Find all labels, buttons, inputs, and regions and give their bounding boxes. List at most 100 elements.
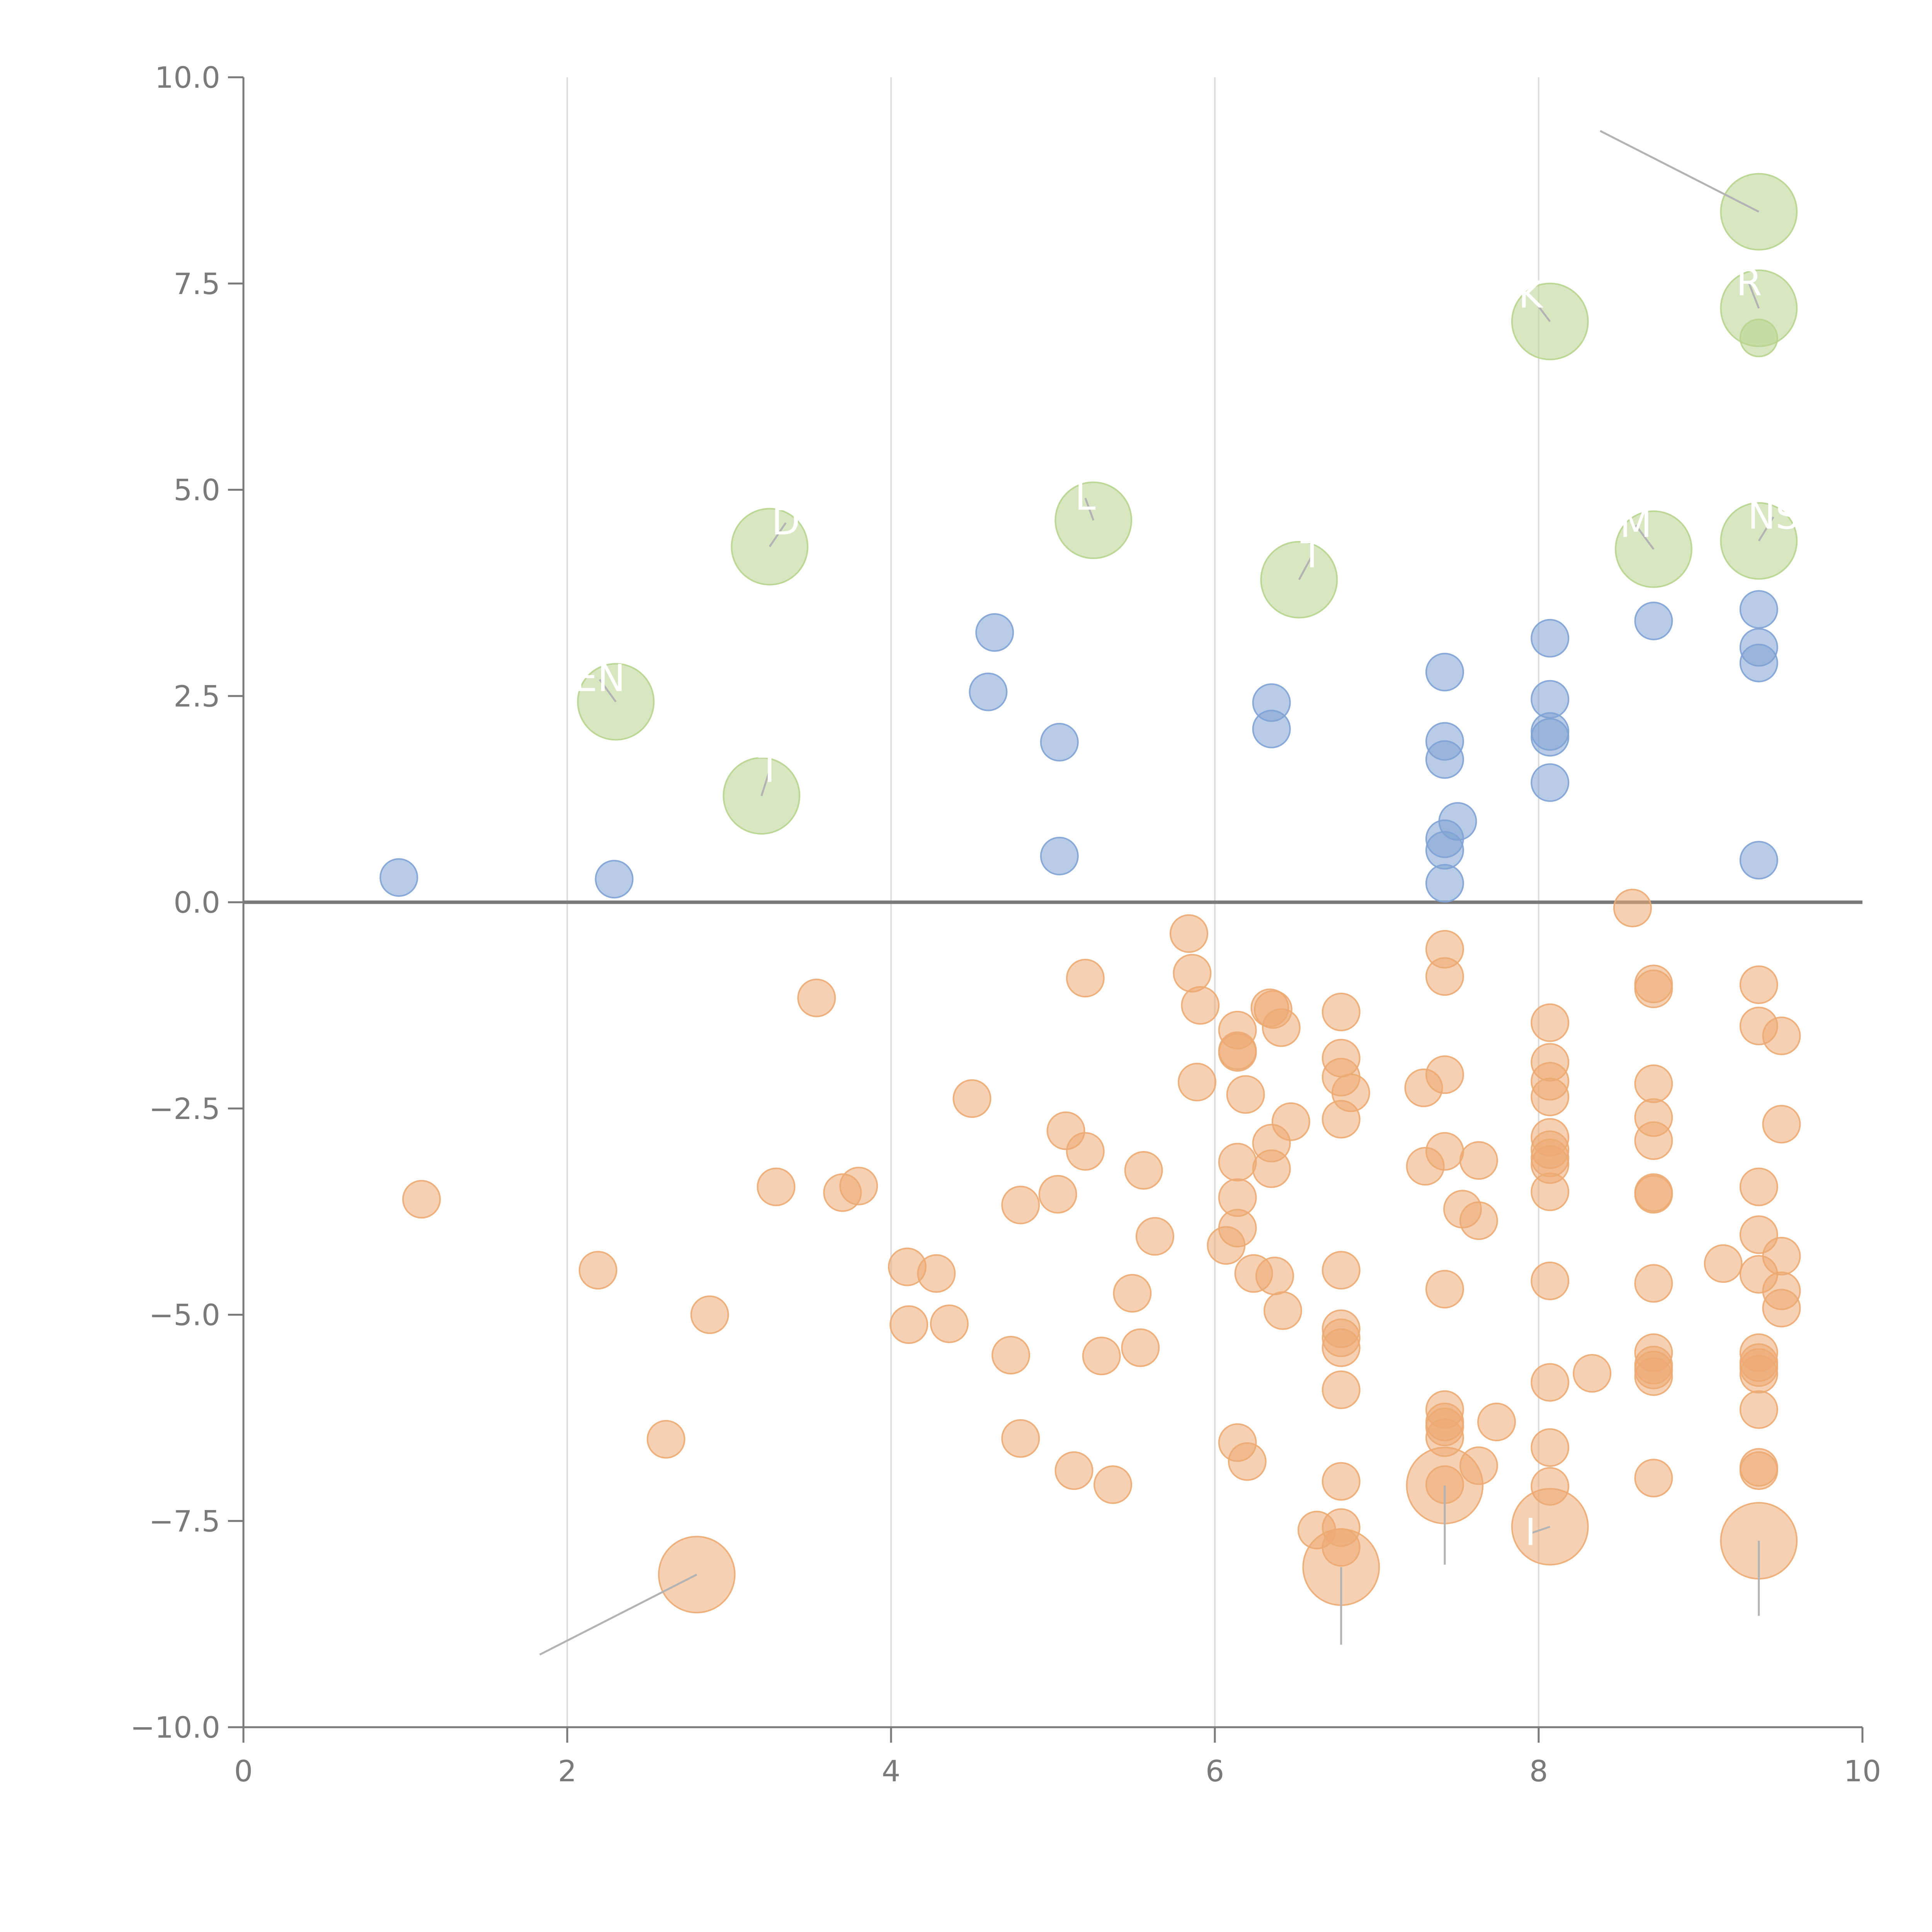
negative-point <box>797 978 836 1017</box>
negative-point <box>1001 1419 1040 1458</box>
annotation-leader-line <box>760 770 771 796</box>
negative-point <box>1762 1105 1801 1144</box>
y-tick-label: 10.0 <box>155 60 220 95</box>
negative-point <box>1321 1370 1361 1409</box>
annotation-leader-line <box>1530 1526 1551 1534</box>
negative-point <box>1762 1016 1801 1055</box>
negative-point <box>1634 1459 1673 1498</box>
negative-point <box>1425 1055 1464 1094</box>
negative-point <box>1252 1149 1291 1188</box>
negative-point <box>1263 1291 1302 1330</box>
negative-point <box>1531 1428 1570 1467</box>
y-tick-label: −5.0 <box>149 1298 220 1332</box>
negative-point <box>1054 1451 1094 1490</box>
y-tick-label: 2.5 <box>173 679 220 713</box>
negative-point <box>1704 1244 1743 1283</box>
negative-point <box>1531 1363 1570 1402</box>
x-tick-label: 10 <box>1844 1754 1881 1788</box>
negative-point <box>1459 1141 1498 1180</box>
positive-point <box>1531 619 1570 658</box>
negative-point <box>1425 1132 1464 1171</box>
negative-point <box>1331 1073 1370 1112</box>
annotation-leader-line <box>1298 555 1313 580</box>
negative-point <box>1094 1465 1133 1504</box>
negative-point <box>1038 1175 1077 1214</box>
annotation-leader-line <box>1758 516 1774 542</box>
annotation-label: L <box>1075 475 1095 519</box>
negative-point <box>1739 965 1778 1004</box>
negative-point <box>1066 1132 1105 1171</box>
annotation-label: D <box>772 500 800 543</box>
negative-point <box>889 1305 929 1344</box>
positive-point <box>1634 601 1673 640</box>
negative-point <box>646 1420 685 1459</box>
negative-point <box>1169 914 1208 953</box>
negative-point <box>1113 1274 1152 1313</box>
negative-point <box>1082 1337 1121 1376</box>
x-tick-label: 0 <box>234 1754 253 1788</box>
negative-point <box>1459 1201 1498 1240</box>
negative-point <box>1739 1448 1778 1487</box>
negative-point <box>839 1167 878 1206</box>
y-tick-label: −7.5 <box>149 1504 220 1538</box>
positive-point <box>595 860 634 899</box>
negative-point <box>1218 1143 1257 1182</box>
negative-point <box>402 1180 441 1219</box>
negative-point <box>952 1079 992 1118</box>
negative-point <box>1531 1077 1570 1116</box>
negative-point <box>1001 1185 1040 1225</box>
positive-point <box>379 858 418 897</box>
negative-point <box>1634 1357 1673 1396</box>
negative-point <box>1425 957 1464 996</box>
annotation-leader-line <box>1530 295 1551 322</box>
annotation-label: T <box>758 747 781 791</box>
positive-point <box>1438 802 1477 841</box>
annotation-layer: EN T D L T K M NS R I <box>539 130 1799 1656</box>
negative-point <box>1634 969 1673 1009</box>
positive-point <box>1531 763 1570 802</box>
negative-point <box>757 1167 796 1206</box>
negative-point <box>1634 1121 1673 1160</box>
annotation-leader-line <box>769 522 787 548</box>
positive-point <box>1425 740 1464 779</box>
negative-point <box>1613 888 1652 927</box>
x-tick-label: 6 <box>1206 1754 1224 1788</box>
negative-point <box>1121 1328 1160 1367</box>
y-tick-label: −10.0 <box>130 1710 220 1745</box>
negative-point <box>1739 1390 1778 1429</box>
negative-point <box>1218 1033 1257 1072</box>
negative-point <box>1135 1217 1174 1256</box>
negative-point <box>1531 1172 1570 1211</box>
negative-point <box>1271 1102 1310 1141</box>
annotation-leader-line <box>1748 283 1760 309</box>
positive-point <box>1040 837 1079 876</box>
annotation-label: NS <box>1748 494 1799 537</box>
negative-point <box>1634 1175 1673 1214</box>
negative-point <box>930 1304 969 1343</box>
positive-point <box>969 672 1008 711</box>
x-tick-label: 2 <box>558 1754 577 1788</box>
positive-point <box>1739 643 1778 682</box>
x-tick-label: 4 <box>882 1754 900 1788</box>
negative-point <box>1066 959 1105 998</box>
negative-point <box>1477 1403 1516 1442</box>
negative-point <box>1321 992 1361 1031</box>
annotation-label: M <box>1620 502 1652 546</box>
negative-point <box>1321 1328 1361 1367</box>
y-tick-label: 5.0 <box>173 473 220 507</box>
negative-point <box>1531 1003 1570 1042</box>
annotation-leader-line <box>599 679 617 702</box>
annotation-label: T <box>1300 533 1323 576</box>
negative-point <box>1173 954 1212 993</box>
negative-point <box>1321 1251 1361 1290</box>
annotation-leader-line <box>539 1573 697 1656</box>
negative-point <box>1531 1261 1570 1300</box>
negative-point <box>1739 1167 1778 1206</box>
negative-point <box>1218 1209 1257 1248</box>
negative-point <box>1739 1355 1778 1394</box>
annotation-label: EN <box>574 657 625 700</box>
positive-point <box>975 613 1014 652</box>
negative-point <box>1573 1354 1612 1393</box>
negative-point <box>1181 986 1220 1025</box>
